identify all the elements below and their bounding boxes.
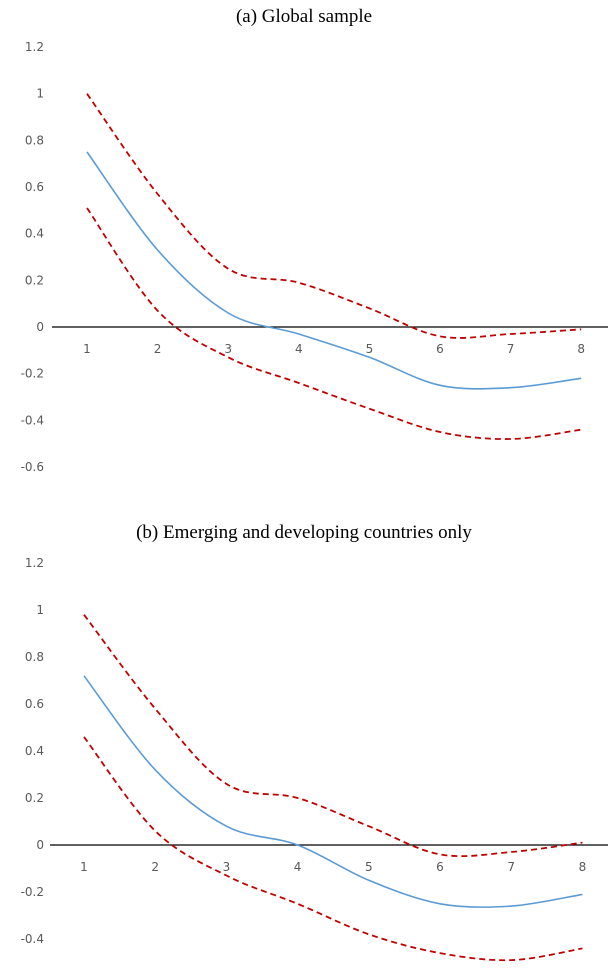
y-tick-label-a: 0.4	[25, 227, 44, 241]
chart-title-a: (a) Global sample	[235, 6, 373, 27]
x-tick-label-b: 2	[151, 860, 159, 874]
y-tick-label-b: 0	[36, 838, 44, 852]
y-tick-label-b: 0.2	[25, 791, 44, 805]
upper-band-line-a	[86, 93, 582, 339]
point-estimate-line-b	[83, 675, 583, 909]
y-tick-label-b: 0.6	[25, 697, 44, 711]
y-tick-label-b: -0.4	[21, 932, 44, 946]
y-tick-label-a: -0.2	[21, 367, 44, 381]
y-tick-label-a: 0.8	[25, 133, 44, 147]
y-tick-label-a: -0.6	[21, 460, 44, 474]
x-tick-label-a: 2	[154, 342, 162, 356]
x-tick-label-b: 5	[365, 860, 373, 874]
point-estimate-line-a	[86, 151, 582, 390]
x-tick-label-b: 4	[294, 860, 302, 874]
y-tick-label-a: 1.2	[25, 40, 44, 54]
x-tick-label-a: 8	[577, 342, 585, 356]
chart-title-b: (b) Emerging and developing countries on…	[136, 522, 472, 543]
y-tick-label-b: 1.2	[25, 556, 44, 570]
x-tick-label-a: 4	[295, 342, 303, 356]
y-tick-label-b: 0.8	[25, 650, 44, 664]
y-tick-label-a: 1	[36, 87, 44, 101]
y-tick-label-a: 0.6	[25, 180, 44, 194]
y-tick-label-b: 0.4	[25, 744, 44, 758]
y-tick-label-a: 0	[36, 320, 44, 334]
lower-band-line-a	[86, 207, 582, 440]
x-tick-label-b: 1	[80, 860, 88, 874]
y-tick-label-b: -0.2	[21, 885, 44, 899]
lower-band-line-b	[83, 736, 583, 962]
y-tick-label-a: -0.4	[21, 413, 44, 427]
y-tick-label-a: 0.2	[25, 273, 44, 287]
x-tick-label-a: 6	[436, 342, 444, 356]
x-tick-label-b: 7	[507, 860, 515, 874]
x-tick-label-b: 6	[436, 860, 444, 874]
x-tick-label-b: 8	[579, 860, 587, 874]
y-tick-label-b: 1	[36, 603, 44, 617]
x-tick-label-a: 5	[366, 342, 374, 356]
x-tick-label-a: 1	[83, 342, 91, 356]
x-tick-label-b: 3	[223, 860, 231, 874]
upper-band-line-b	[83, 614, 583, 858]
x-tick-label-a: 3	[224, 342, 232, 356]
x-tick-label-a: 7	[507, 342, 515, 356]
